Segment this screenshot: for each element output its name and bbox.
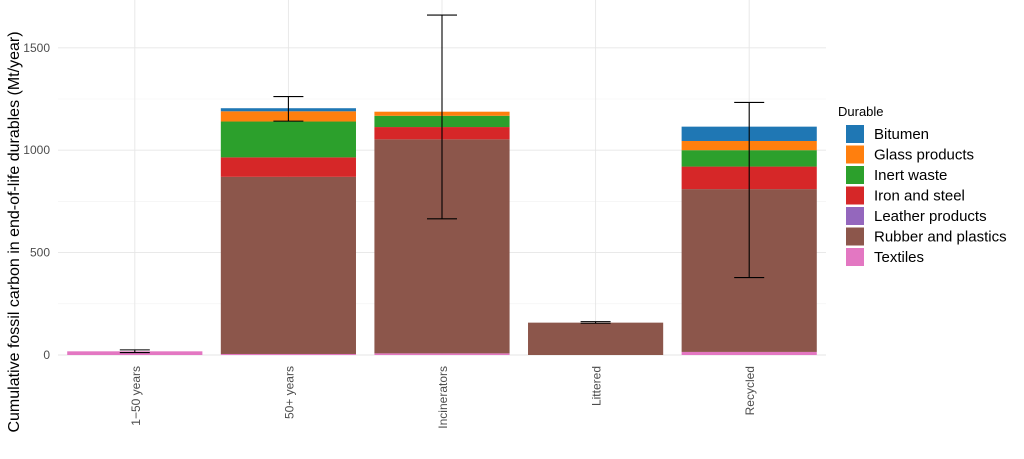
y-tick-label: 500 [30,246,50,260]
legend-label-glass-products: Glass products [874,147,974,164]
legend-title: Durable [838,104,884,119]
error-bar-incinerators [427,14,457,220]
legend-label-inert-waste: Inert waste [874,167,947,184]
legend-label-leather-products: Leather products [874,208,987,225]
x-tick-label-littered: Littered [590,366,604,406]
y-tick-label: 0 [43,348,50,362]
legend-swatch-textiles [846,248,864,266]
legend-label-textiles: Textiles [874,249,924,266]
x-tick-label-50-years: 50+ years [282,366,296,419]
legend-swatch-bitumen [846,125,864,143]
error-bar-recycled [734,101,765,279]
legend: Durable Bitumen Glass products Inert waste… [838,104,1007,266]
bar-50-years-inert-waste [220,121,356,158]
legend-swatch-rubber-and-plastics [846,227,864,246]
x-tick-label-incinerators: Incinerators [436,366,450,429]
legend-swatch-glass-products [846,145,864,164]
bar-1-50-years-textiles [67,351,203,355]
legend-swatch-leather-products [846,207,864,225]
error-bar-50-years [273,95,304,122]
error-bars [119,14,765,354]
bar-incinerators-textiles [374,353,510,355]
x-tick-label-recycled: Recycled [743,366,757,415]
legend-swatch-inert-waste [846,166,864,184]
bar-50-years-rubber-and-plastics [220,176,356,354]
legend-swatch-iron-and-steel [846,186,864,205]
error-bar-1-50-years [119,349,150,354]
y-tick-label: 1500 [23,41,50,55]
legend-label-rubber-and-plastics: Rubber and plastics [874,229,1007,246]
y-tick-label: 1000 [23,143,50,157]
legend-label-bitumen: Bitumen [874,126,929,143]
bars [67,108,817,355]
x-axis-ticks: 1−50 years 50+ years Incinerators Littered R… [129,366,757,429]
error-bar-littered [580,321,611,324]
bar-littered-rubber-and-plastics [528,322,664,355]
bar-recycled-textiles [681,351,817,355]
bar-50-years-iron-and-steel [220,157,356,177]
y-axis-title: Cumulative fossil carbon in end-of-life … [6,31,23,432]
x-tick-label-1-50-years: 1−50 years [129,366,143,426]
legend-label-iron-and-steel: Iron and steel [874,188,965,205]
y-axis-ticks: 0 500 1000 1500 [23,41,50,362]
bar-50-years-textiles [220,353,356,355]
